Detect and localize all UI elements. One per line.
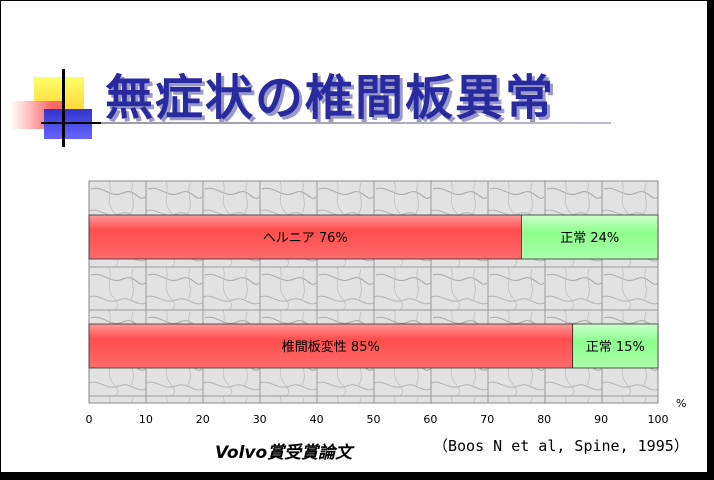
reference-text: （Boos N et al, Spine, 1995） xyxy=(433,437,689,455)
bar-data-label: 椎間板変性 85% xyxy=(282,339,380,355)
x-tick-label: 80 xyxy=(537,413,551,426)
bar-segment-normal xyxy=(521,214,659,260)
bar-data-label: ヘルニア 76% xyxy=(263,231,348,246)
x-tick-label: 60 xyxy=(423,413,437,426)
bar-chart: ヘルニア 76% 正常 24% 椎間板変性 85% 正常 15% 0 10 20 30 40 5… xyxy=(86,180,669,426)
slide: 無症状の椎間板異常 ヘルニ xyxy=(0,0,708,473)
x-tick-label: 100 xyxy=(648,413,669,426)
x-tick-label: 90 xyxy=(594,413,608,426)
title-underline xyxy=(41,122,611,124)
plot-area xyxy=(88,180,659,404)
x-tick-label: 50 xyxy=(367,413,381,426)
x-tick-label: 20 xyxy=(196,413,210,426)
x-tick-label: 10 xyxy=(139,413,153,426)
bar-data-label: 正常 24% xyxy=(560,231,619,246)
bar-segment-normal xyxy=(572,323,659,369)
x-tick-label: 40 xyxy=(310,413,324,426)
bar-data-label: 正常 15% xyxy=(586,340,645,355)
bar-segment-abnormal xyxy=(88,323,574,369)
x-tick-label: 0 xyxy=(86,413,93,426)
award-citation: Volvo賞受賞論文 xyxy=(215,443,353,463)
axis-unit-label: % xyxy=(676,397,687,410)
slide-title: 無症状の椎間板異常 xyxy=(105,70,556,126)
decor-vertical-line xyxy=(62,69,65,147)
decor-blue-square xyxy=(44,109,92,139)
x-tick-label: 30 xyxy=(253,413,267,426)
bar-segment-abnormal xyxy=(88,214,522,260)
x-tick-label: 70 xyxy=(480,413,494,426)
